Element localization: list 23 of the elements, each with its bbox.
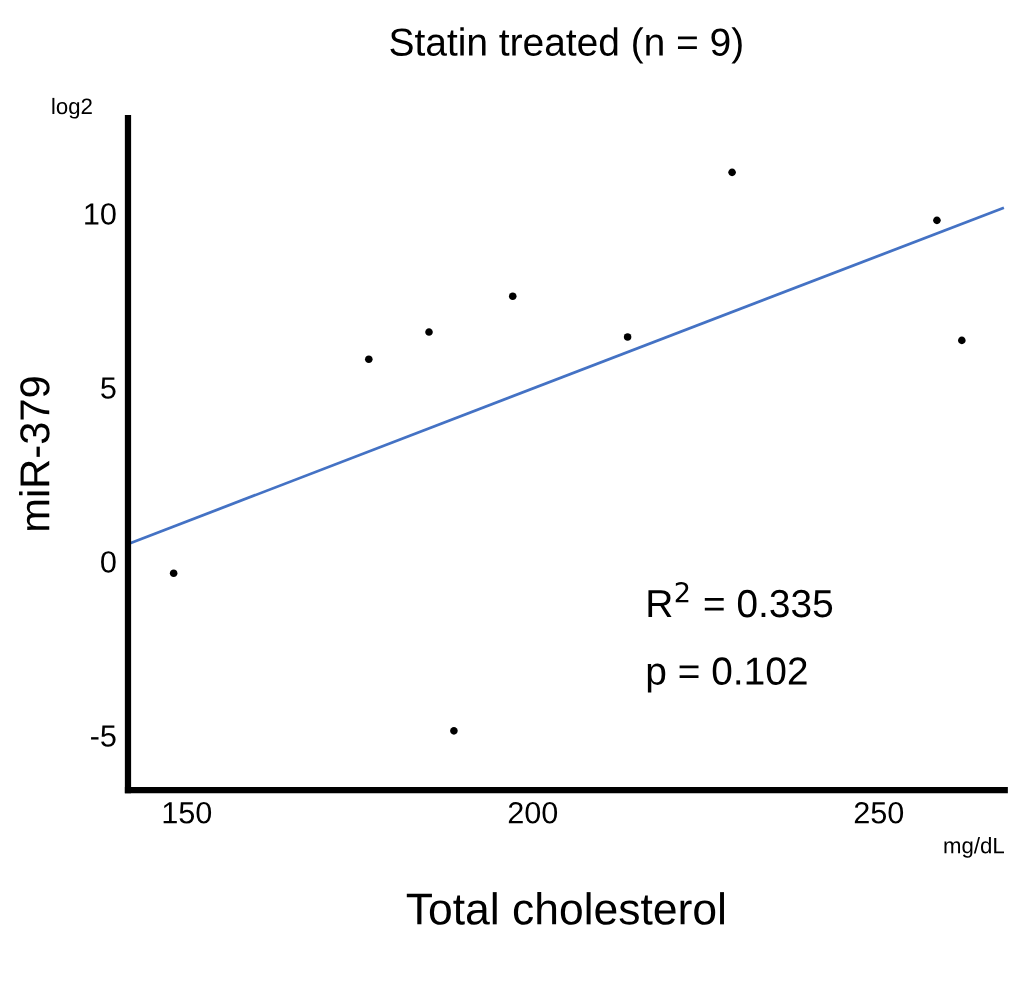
y-tick-label: 0 bbox=[101, 551, 116, 573]
annotation: p = 0.102 bbox=[647, 657, 807, 693]
chart-title: Statin treated (n = 9) bbox=[390, 27, 742, 64]
point bbox=[958, 336, 966, 345]
x-tick-label: 200 bbox=[508, 801, 558, 824]
point bbox=[425, 328, 433, 336]
point bbox=[169, 569, 178, 578]
point bbox=[508, 292, 517, 301]
point bbox=[933, 216, 941, 225]
point bbox=[450, 727, 458, 735]
x-tick-label: 250 bbox=[854, 801, 904, 824]
point bbox=[728, 168, 736, 177]
x-tick-label: 150 bbox=[163, 801, 212, 824]
point bbox=[364, 355, 373, 364]
y-tick-label: 10 bbox=[85, 203, 116, 225]
text: mg/dL bbox=[944, 837, 1004, 858]
text: log2 bbox=[52, 97, 92, 119]
point bbox=[623, 333, 632, 341]
y-axis-title: miR-379 bbox=[19, 377, 50, 530]
annotation: R$^{2}$ = 0.335 bbox=[648, 581, 833, 618]
y-tick-label: -5 bbox=[91, 725, 116, 747]
y-tick-label: 5 bbox=[101, 377, 116, 399]
x-axis-title: Total cholesterol bbox=[406, 892, 724, 925]
